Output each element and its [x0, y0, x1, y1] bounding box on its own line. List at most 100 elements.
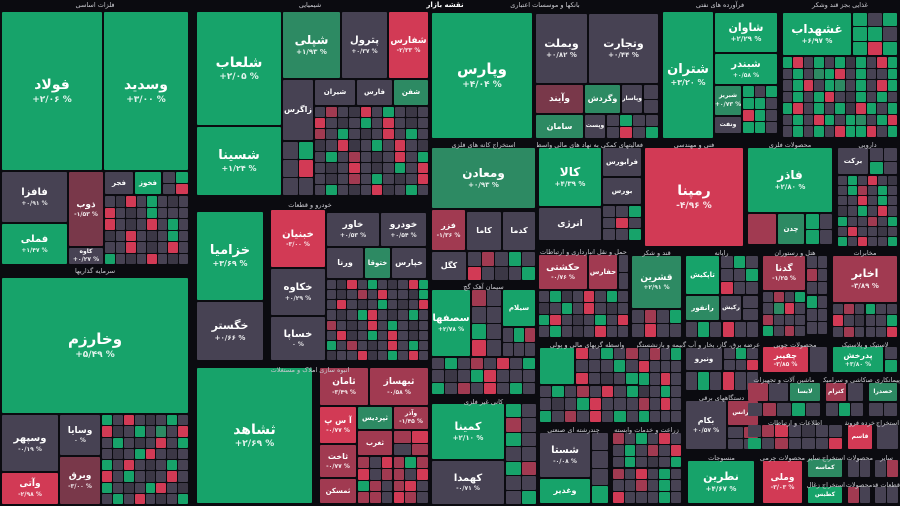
stock-tile-small[interactable]	[381, 480, 393, 492]
stock-tile-small[interactable]	[102, 415, 112, 426]
stock-tile-small[interactable]	[337, 107, 349, 118]
stock-tile-small[interactable]	[112, 460, 123, 471]
stock-tile-small[interactable]	[539, 291, 550, 302]
stock-tile[interactable]: سیلام	[503, 290, 535, 326]
stock-tile-small[interactable]	[877, 91, 887, 103]
stock-tile-small[interactable]	[660, 373, 671, 385]
stock-tile-small[interactable]	[506, 490, 521, 504]
stock-tile-small[interactable]	[167, 415, 178, 426]
stock-tile-small[interactable]	[754, 122, 766, 133]
stock-tile[interactable]: کطبس	[808, 487, 842, 503]
stock-tile-small[interactable]	[484, 382, 496, 394]
stock-tile[interactable]: رمپنا -۴/۹۶ %	[645, 148, 743, 246]
stock-tile-small[interactable]	[167, 493, 178, 504]
stock-tile-small[interactable]	[357, 290, 367, 300]
stock-tile-small[interactable]	[607, 127, 619, 138]
stock-tile-small[interactable]	[417, 107, 428, 118]
stock-tile-small[interactable]	[649, 385, 660, 397]
stock-tile-small[interactable]	[147, 253, 157, 264]
stock-tile-small[interactable]	[814, 80, 824, 91]
stock-tile-small[interactable]	[878, 226, 887, 236]
stock-tile-small[interactable]	[659, 480, 670, 492]
stock-tile-small[interactable]	[315, 151, 326, 162]
stock-tile-small[interactable]	[418, 330, 428, 340]
stock-tile-small[interactable]	[156, 493, 167, 504]
stock-tile-small[interactable]	[807, 295, 817, 308]
stock-tile-small[interactable]	[592, 486, 608, 503]
stock-tile[interactable]: فزر -۱/۳۶ %	[432, 210, 465, 250]
stock-tile-small[interactable]	[102, 493, 112, 504]
stock-tile-small[interactable]	[868, 206, 877, 216]
stock-tile-small[interactable]	[624, 456, 635, 468]
stock-tile[interactable]: چفیبر -۳/۸۵ %	[763, 347, 808, 372]
stock-tile-small[interactable]	[394, 118, 406, 129]
stock-tile-small[interactable]	[733, 269, 746, 281]
stock-tile-small[interactable]	[126, 207, 136, 218]
stock-tile-small[interactable]	[378, 310, 388, 320]
stock-tile-small[interactable]	[660, 348, 671, 360]
stock-tile-small[interactable]	[793, 57, 803, 68]
stock-tile-small[interactable]	[838, 236, 847, 246]
stock-tile-small[interactable]	[773, 314, 784, 325]
stock-tile-small[interactable]	[112, 471, 123, 482]
stock-tile-small[interactable]	[868, 186, 877, 196]
stock-tile-small[interactable]	[877, 114, 887, 126]
stock-tile-small[interactable]	[877, 126, 887, 137]
stock-tile-small[interactable]	[145, 448, 156, 459]
stock-tile-small[interactable]	[887, 103, 897, 114]
stock-tile-small[interactable]	[432, 358, 444, 370]
stock-tile-small[interactable]	[878, 186, 887, 196]
stock-tile-small[interactable]	[388, 280, 398, 290]
stock-tile-small[interactable]	[768, 383, 788, 401]
stock-tile-small[interactable]	[773, 325, 784, 336]
stock-tile[interactable]: ثمسکن	[320, 479, 356, 503]
stock-tile-small[interactable]	[408, 290, 418, 300]
stock-tile-small[interactable]	[783, 91, 793, 103]
stock-tile-small[interactable]	[398, 350, 408, 360]
stock-tile-small[interactable]	[136, 230, 146, 241]
stock-tile-small[interactable]	[877, 103, 887, 114]
stock-tile-small[interactable]	[487, 340, 501, 356]
stock-tile-small[interactable]	[405, 492, 417, 503]
stock-tile-small[interactable]	[572, 302, 583, 314]
stock-tile-small[interactable]	[887, 57, 897, 68]
stock-tile-small[interactable]	[123, 437, 134, 448]
stock-tile-small[interactable]	[367, 320, 377, 330]
stock-tile-small[interactable]	[848, 186, 857, 196]
stock-tile-small[interactable]	[592, 450, 608, 468]
stock-tile-small[interactable]	[283, 142, 298, 159]
stock-tile-small[interactable]	[639, 398, 649, 410]
stock-tile-small[interactable]	[484, 358, 496, 370]
stock-tile[interactable]: وسپهر -۰/۱۹ %	[2, 415, 58, 471]
stock-tile[interactable]: پترول +۰/۳۷ %	[342, 12, 387, 78]
stock-tile[interactable]: شستا -۰/۰۸ %	[540, 433, 590, 477]
stock-tile-small[interactable]	[383, 140, 394, 151]
stock-tile-small[interactable]	[833, 315, 843, 326]
stock-tile-small[interactable]	[357, 280, 367, 290]
stock-tile-small[interactable]	[372, 107, 383, 118]
stock-tile-small[interactable]	[766, 98, 777, 109]
stock-tile-small[interactable]	[721, 269, 733, 281]
stock-tile[interactable]: کدما	[503, 212, 535, 250]
stock-tile-small[interactable]	[838, 403, 851, 416]
stock-tile-small[interactable]	[394, 129, 406, 140]
stock-tile-small[interactable]	[626, 386, 638, 398]
stock-tile-small[interactable]	[647, 456, 658, 468]
stock-tile-small[interactable]	[636, 492, 647, 503]
stock-tile-small[interactable]	[613, 468, 624, 480]
stock-tile-small[interactable]	[877, 425, 898, 449]
stock-tile-small[interactable]	[522, 266, 535, 280]
stock-tile[interactable]: ثامان -۳/۴۹ %	[320, 368, 368, 405]
stock-tile[interactable]: وگردش	[585, 85, 620, 113]
stock-tile-small[interactable]	[595, 314, 606, 326]
stock-tile-small[interactable]	[856, 57, 866, 68]
stock-tile-small[interactable]	[722, 322, 734, 337]
stock-tile-small[interactable]	[817, 256, 827, 269]
stock-tile-small[interactable]	[468, 266, 481, 280]
stock-tile-small[interactable]	[506, 432, 521, 447]
stock-tile-small[interactable]	[865, 326, 876, 337]
stock-tile-small[interactable]	[870, 148, 883, 161]
stock-tile-small[interactable]	[406, 173, 417, 184]
stock-tile-small[interactable]	[766, 110, 777, 121]
stock-tile-small[interactable]	[358, 468, 369, 480]
